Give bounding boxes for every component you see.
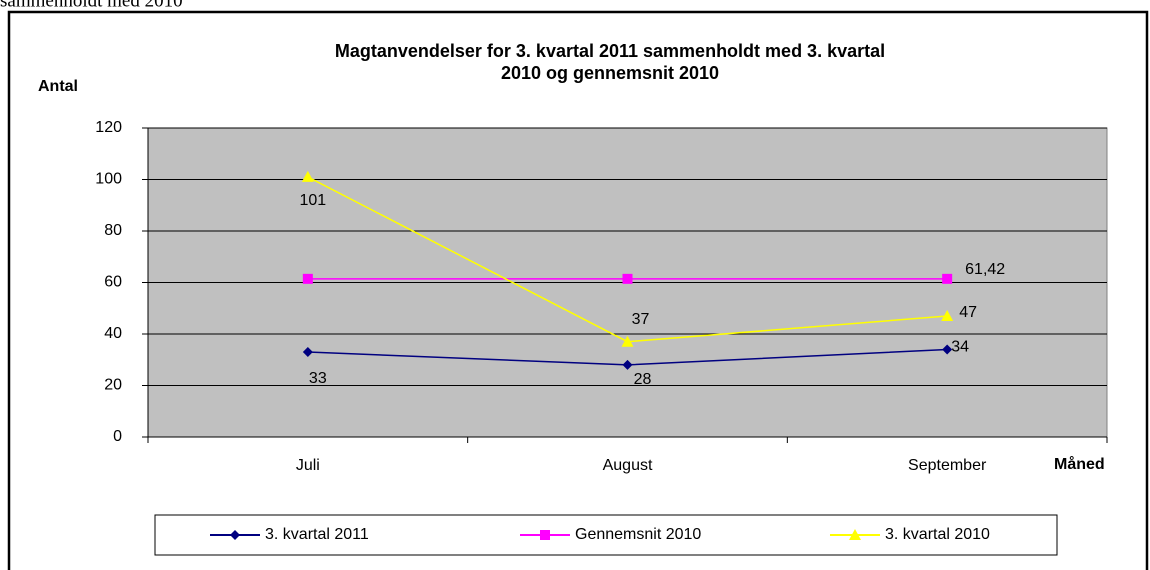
marker (942, 344, 953, 355)
y-tick-label: 0 (113, 428, 122, 445)
marker (942, 273, 953, 284)
x-tick-label: Juli (296, 457, 320, 474)
x-axis-title: Måned (1054, 455, 1105, 473)
marker (622, 359, 633, 370)
marker (230, 530, 240, 540)
data-label: 61,42 (965, 261, 1005, 278)
data-label: 37 (632, 311, 650, 328)
y-tick-label: 80 (104, 222, 122, 239)
marker (621, 335, 634, 347)
data-label: 34 (951, 339, 969, 356)
x-tick-label: September (908, 457, 987, 474)
data-label: 101 (299, 192, 326, 209)
x-tick-label: August (603, 457, 653, 474)
y-tick-label: 20 (104, 377, 122, 394)
legend (154, 514, 1058, 556)
marker (941, 309, 954, 321)
y-tick-label: 100 (95, 171, 122, 188)
data-label: 28 (634, 371, 652, 388)
y-axis-title: Antal (38, 78, 78, 95)
marker (301, 170, 314, 182)
data-label: 33 (309, 370, 327, 387)
y-tick-label: 40 (104, 325, 122, 342)
marker (302, 273, 313, 284)
legend-label: 3. kvartal 2011 (265, 526, 369, 543)
chart-title: 2010 og gennemsnit 2010 (501, 63, 719, 83)
marker (302, 347, 313, 358)
y-tick-label: 60 (104, 274, 122, 291)
data-label: 47 (959, 304, 977, 321)
y-tick-label: 120 (95, 119, 122, 136)
marker (622, 273, 633, 284)
caption: sammenholdt med 2010 (0, 0, 183, 11)
legend-label: 3. kvartal 2010 (885, 526, 990, 543)
marker (540, 530, 550, 540)
legend-label: Gennemsnit 2010 (575, 526, 701, 543)
chart-title: Magtanvendelser for 3. kvartal 2011 samm… (335, 41, 885, 61)
marker (849, 529, 861, 540)
